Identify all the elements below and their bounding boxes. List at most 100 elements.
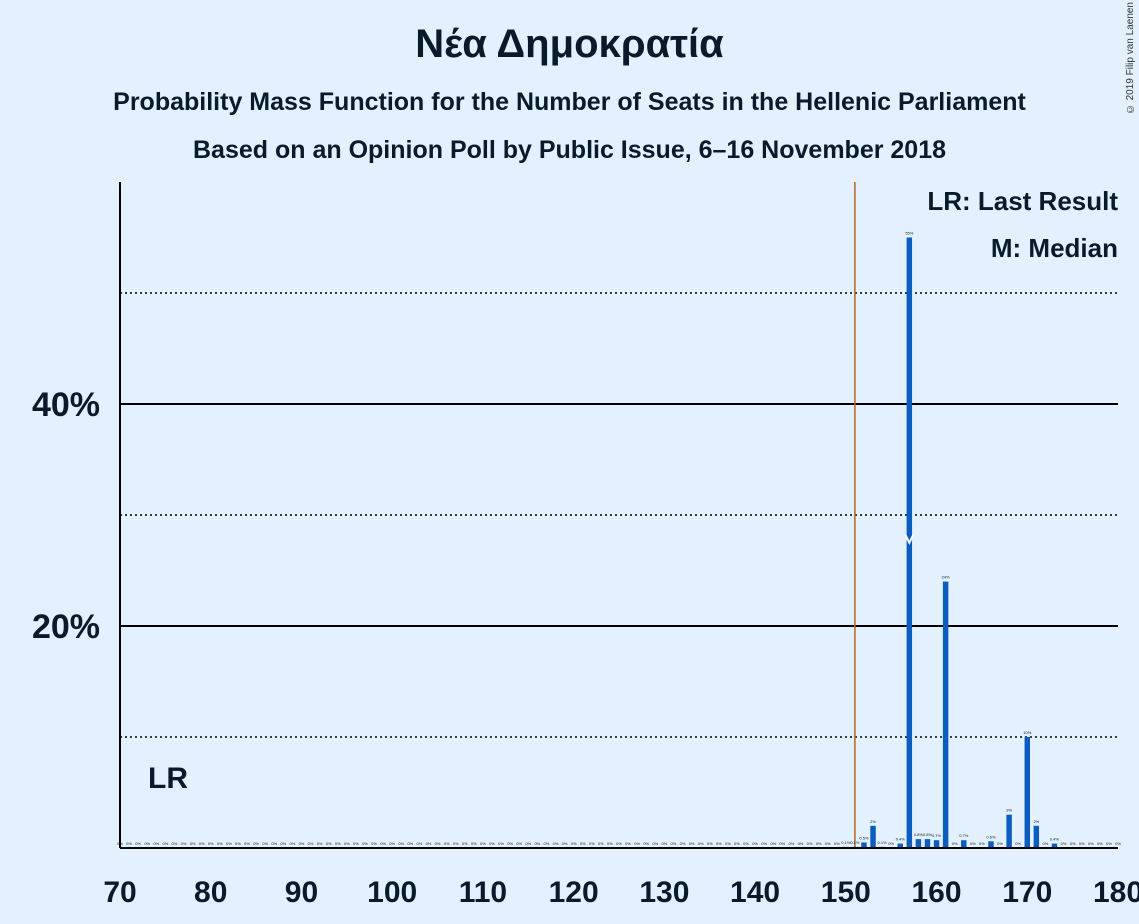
- bar-value-label: 0.4%: [1050, 837, 1060, 842]
- bar-value-label: 0%: [235, 841, 241, 846]
- bar-value-label: 0%: [1061, 841, 1067, 846]
- bar-value-label: 0%: [779, 841, 785, 846]
- x-tick-label: 80: [194, 876, 227, 909]
- bar-value-label: 0%: [970, 841, 976, 846]
- bar-value-label: 2%: [1033, 819, 1039, 824]
- bar-labels: 0% 0% 0% 0% 0% 0% 0% 0% 0% 0% 0% 0% 0% 0% 0% 0% 0% 0% 0% 0%…: [117, 231, 1121, 847]
- bar-value-label: 0%: [453, 841, 459, 846]
- bar-value-label: 0%: [825, 841, 831, 846]
- bar: [897, 843, 903, 848]
- bar-value-label: 0%: [199, 841, 205, 846]
- bar-value-label: 0%: [380, 841, 386, 846]
- bar: [915, 839, 922, 848]
- bar-value-label: 0%: [344, 841, 350, 846]
- bar-value-label: 0%: [625, 841, 631, 846]
- bar-value-label: 0%: [407, 841, 413, 846]
- y-tick-label: 40%: [32, 386, 100, 424]
- bar-value-label: 0%: [480, 841, 486, 846]
- bar-value-label: 0%: [680, 841, 686, 846]
- bar-value-label: 0%: [598, 841, 604, 846]
- bar-value-label: 0%: [208, 841, 214, 846]
- chart-subtitle-1: Probability Mass Function for the Number…: [113, 88, 1026, 116]
- bar-value-label: 0%: [162, 841, 168, 846]
- bar-value-label: 0%: [135, 841, 141, 846]
- bar-value-label: 0%: [498, 841, 504, 846]
- y-tick-label: 20%: [32, 608, 100, 646]
- bar-value-label: 0%: [1043, 841, 1049, 846]
- bar-value-label: 0%: [643, 841, 649, 846]
- bar-value-label: 0%: [707, 841, 713, 846]
- bar-value-label: 0%: [462, 841, 468, 846]
- y-tick-labels: 20% 40%: [32, 386, 100, 646]
- bar-value-label: 2%: [870, 819, 876, 824]
- bar-value-label: 0%: [317, 841, 323, 846]
- bar-value-label: 0%: [244, 841, 250, 846]
- bar: [1024, 737, 1030, 848]
- bar: [1033, 825, 1040, 848]
- x-tick-label: 120: [549, 876, 599, 909]
- bar-value-label: 0%: [752, 841, 758, 846]
- bar-value-label: 0%: [661, 841, 667, 846]
- bar-value-label: 0%: [562, 841, 568, 846]
- median-marker: [904, 534, 915, 545]
- x-tick-label: 160: [912, 876, 962, 909]
- bar-value-label: 0%: [698, 841, 704, 846]
- x-tick-label: 140: [730, 876, 780, 909]
- bar-value-label: 0%: [834, 841, 840, 846]
- bar-value-label: 0%: [262, 841, 268, 846]
- x-tick-label: 70: [103, 876, 136, 909]
- bar-value-label: 0%: [652, 841, 658, 846]
- bar-value-label: 0.7%: [959, 833, 969, 838]
- bar-value-label: 55%: [905, 231, 913, 236]
- bar-value-label: 0%: [1079, 841, 1085, 846]
- bar-value-label: 0%: [153, 841, 159, 846]
- bar-value-label: 0%: [534, 841, 540, 846]
- bar-value-label: 0%: [144, 841, 150, 846]
- bar-value-label: 0%: [126, 841, 132, 846]
- bar-value-label: 0%: [444, 841, 450, 846]
- bar-value-label: 0.6%: [986, 834, 996, 839]
- bar: [870, 825, 876, 848]
- bar-value-label: 0.4%: [896, 837, 906, 842]
- bar-value-label: 24%: [942, 575, 950, 580]
- bar-value-label: 0%: [689, 841, 695, 846]
- bar-value-label: 0%: [1088, 841, 1094, 846]
- bar-value-label: 0%: [979, 841, 985, 846]
- bar-value-label: 0%: [1097, 841, 1103, 846]
- bar-value-label: 0%: [426, 841, 432, 846]
- bar-value-label: 0%: [952, 841, 958, 846]
- bar-value-label: 0%: [172, 841, 178, 846]
- bar-value-label: 0%: [997, 841, 1003, 846]
- bar-value-label: 0%: [389, 841, 395, 846]
- bar-value-label: 0%: [525, 841, 531, 846]
- bar-value-label: 0.1%: [841, 840, 851, 845]
- bar-value-label: 0%: [326, 841, 332, 846]
- bar-value-label: 0%: [1015, 841, 1021, 846]
- bar-value-label: 0.1%: [878, 840, 888, 845]
- bar-value-label: 0%: [816, 841, 822, 846]
- last-result-label: LR: [148, 762, 188, 795]
- bar-value-label: 0%: [353, 841, 359, 846]
- bar-value-label: 0%: [362, 841, 368, 846]
- bar-value-label: 0.1%: [850, 840, 860, 845]
- x-tick-label: 170: [1002, 876, 1052, 909]
- bar-value-label: 0%: [553, 841, 559, 846]
- bar-value-label: 0%: [289, 841, 295, 846]
- gridlines: [120, 182, 1118, 848]
- bar-value-label: 0%: [181, 841, 187, 846]
- bar-value-label: 10%: [1023, 730, 1031, 735]
- bar-value-label: 0%: [1106, 841, 1112, 846]
- bar: [924, 839, 931, 848]
- x-tick-label: 180: [1093, 876, 1139, 909]
- bar-value-label: 0%: [371, 841, 377, 846]
- bar-value-label: 0%: [190, 841, 196, 846]
- bar-value-label: 0%: [489, 841, 495, 846]
- bar-value-label: 0%: [743, 841, 749, 846]
- bar-value-label: 0%: [888, 841, 894, 846]
- x-tick-label: 90: [285, 876, 318, 909]
- bar-value-label: 3%: [1006, 808, 1012, 813]
- bar: [988, 841, 994, 848]
- bar-value-label: 0%: [725, 841, 731, 846]
- bar-value-label: 0%: [398, 841, 404, 846]
